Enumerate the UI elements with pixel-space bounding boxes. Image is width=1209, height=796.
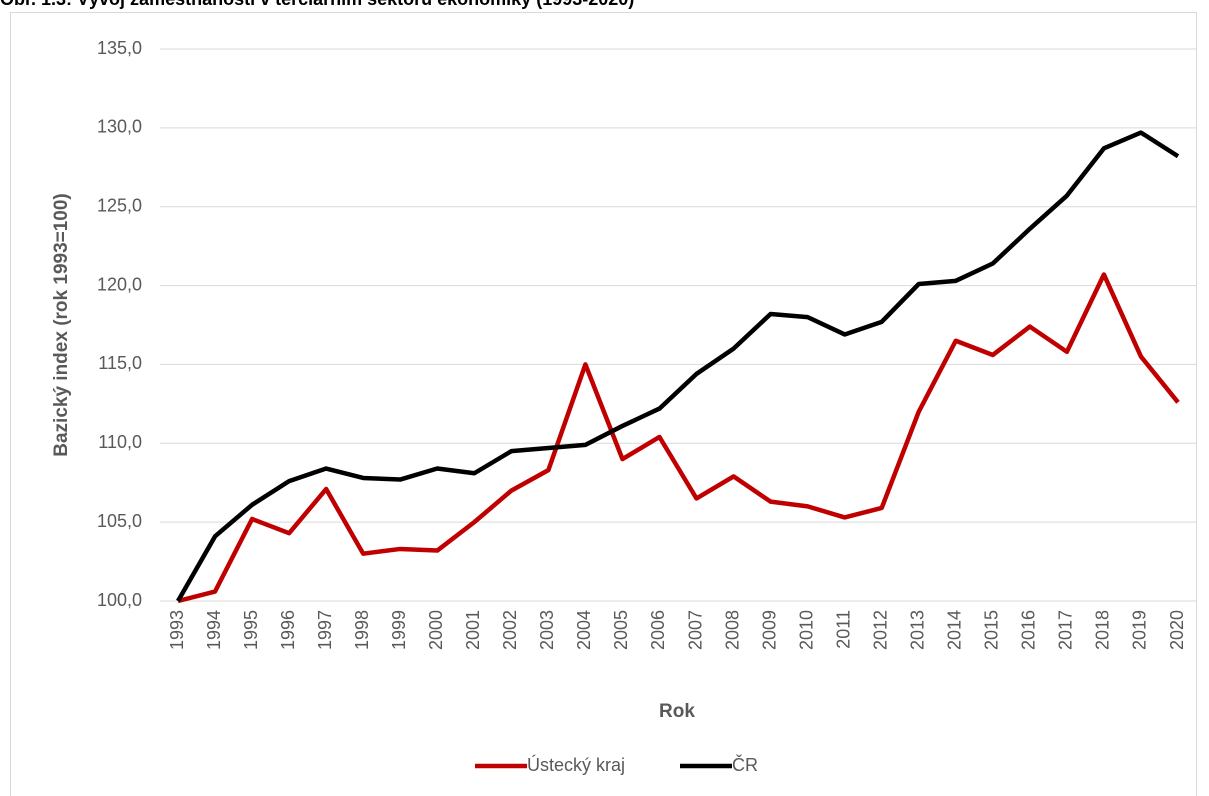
y-tick-label: 120,0 <box>97 274 142 294</box>
x-tick-label: 2003 <box>537 610 557 650</box>
x-tick-label: 2004 <box>574 610 594 650</box>
x-tick-label: 2001 <box>463 610 483 650</box>
x-tick-label: 2019 <box>1130 610 1150 650</box>
x-tick-label: 2008 <box>722 610 742 650</box>
x-tick-label: 1995 <box>241 610 261 650</box>
x-tick-label: 2014 <box>945 610 965 650</box>
x-tick-label: 2018 <box>1093 610 1113 650</box>
x-tick-label: 2017 <box>1056 610 1076 650</box>
x-tick-label: 2011 <box>833 610 853 649</box>
x-tick-label: 2005 <box>611 610 631 650</box>
x-tick-label: 2000 <box>426 610 446 650</box>
series-line <box>176 130 1180 603</box>
y-tick-label: 125,0 <box>97 195 142 215</box>
x-tick-label: 2016 <box>1019 610 1039 650</box>
x-tick-label: 1997 <box>315 610 335 650</box>
legend-label: Ústecký kraj <box>527 754 625 775</box>
x-tick-label: 1996 <box>278 610 298 650</box>
x-tick-label: 2015 <box>982 610 1002 650</box>
series-line <box>177 272 1180 604</box>
chart-title: Obr. 1.3: Vývoj zaměstnanosti v terciárn… <box>0 0 634 9</box>
x-tick-label: 1999 <box>389 610 409 650</box>
x-tick-label: 2006 <box>648 610 668 650</box>
chart-border <box>10 12 1197 796</box>
y-tick-label: 135,0 <box>97 38 142 58</box>
x-axis-label: Rok <box>659 701 695 722</box>
x-tick-label: 2010 <box>796 610 816 650</box>
y-tick-label: 130,0 <box>97 117 142 137</box>
x-tick-label: 2009 <box>759 610 779 650</box>
x-tick-label: 2002 <box>500 610 520 650</box>
x-tick-label: 2007 <box>685 610 705 650</box>
y-tick-label: 105,0 <box>97 511 142 531</box>
x-tick-label: 2012 <box>870 610 890 650</box>
x-tick-label: 1993 <box>167 610 187 650</box>
y-tick-label: 100,0 <box>97 590 142 610</box>
x-tick-label: 2020 <box>1167 610 1187 650</box>
y-tick-label: 110,0 <box>98 432 142 452</box>
y-axis-label: Bazický index (rok 1993=100) <box>51 193 72 457</box>
x-tick-label: 2013 <box>907 610 927 650</box>
x-tick-label: 1994 <box>204 610 224 650</box>
legend-label: ČR <box>732 754 758 775</box>
y-tick-label: 115,0 <box>98 353 142 373</box>
x-tick-label: 1998 <box>352 610 372 650</box>
